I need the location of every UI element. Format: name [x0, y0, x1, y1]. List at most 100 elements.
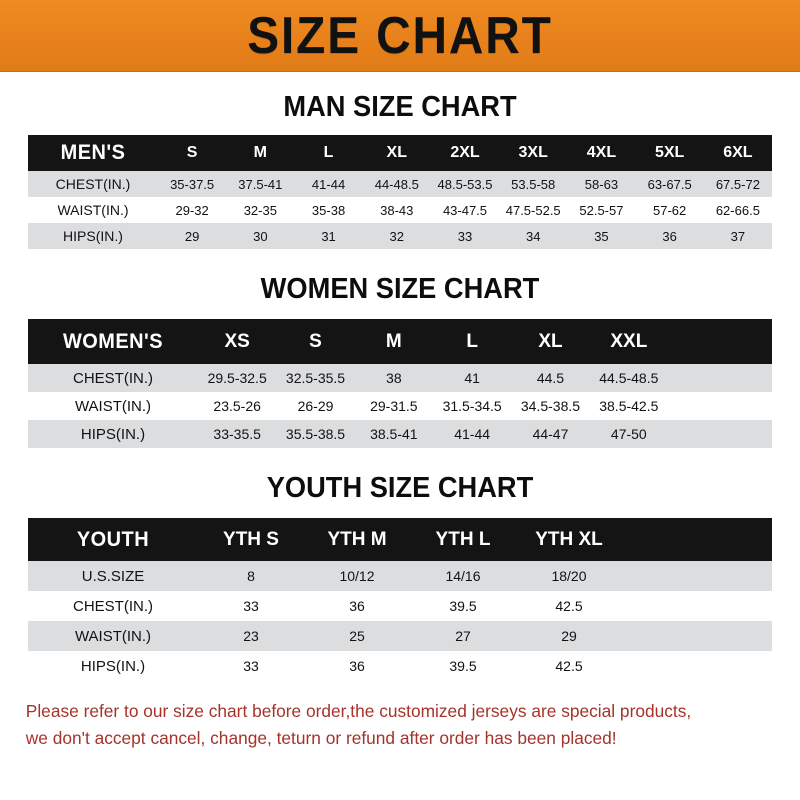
man-table-body: CHEST(IN.) 35-37.5 37.5-41 41-44 44-48.5… — [28, 171, 772, 249]
man-hips-l: 31 — [321, 228, 336, 244]
order-policy-notice: Please refer to our size chart before or… — [26, 698, 774, 751]
women-chest-l: 41 — [464, 370, 480, 386]
man-col-l: L — [323, 144, 334, 161]
women-header-label: WOMEN'S — [62, 329, 164, 353]
table-row: U.S.SIZE 8 10/12 14/16 18/20 — [28, 561, 772, 591]
women-waist-m: 29-31.5 — [370, 398, 418, 414]
man-hips-2xl: 33 — [457, 228, 473, 244]
women-col-s: S — [309, 330, 322, 352]
youth-row-label-ussize: U.S.SIZE — [81, 567, 145, 585]
man-col-4xl: 4XL — [586, 144, 617, 161]
youth-hips-s: 33 — [243, 658, 259, 674]
youth-size-table-wrapper: YOUTH YTH S YTH M YTH L YTH XL U.S.SIZE … — [28, 518, 772, 681]
women-chest-s: 32.5-35.5 — [285, 370, 346, 386]
women-hips-xxl: 47-50 — [610, 426, 647, 442]
man-chest-4xl: 58-63 — [584, 176, 619, 192]
man-section-title: MAN SIZE CHART — [283, 91, 517, 123]
man-table-header-row: MEN'S S M L XL 2XL 3XL 4XL 5XL 6XL — [28, 135, 772, 171]
women-table-head: WOMEN'S XS S M L XL XXL — [28, 319, 772, 364]
women-table-header-row: WOMEN'S XS S M L XL XXL — [28, 319, 772, 364]
youth-table-header-row: YOUTH YTH S YTH M YTH L YTH XL — [28, 518, 772, 561]
man-hips-4xl: 35 — [594, 228, 609, 244]
youth-waist-xl: 29 — [561, 628, 577, 644]
table-row: WAIST(IN.) 23 25 27 29 — [28, 621, 772, 651]
youth-row-label-chest: CHEST(IN.) — [73, 597, 153, 615]
youth-table-head: YOUTH YTH S YTH M YTH L YTH XL — [28, 518, 772, 561]
man-hips-6xl: 37 — [730, 228, 746, 244]
man-hips-s: 29 — [184, 228, 200, 244]
table-row: CHEST(IN.) 29.5-32.5 32.5-35.5 38 41 44.… — [28, 364, 772, 392]
youth-hips-m: 36 — [349, 658, 365, 674]
youth-hips-l: 39.5 — [449, 658, 477, 674]
man-hips-xl: 32 — [389, 228, 404, 244]
women-waist-spacer — [668, 392, 772, 420]
youth-header-label: YOUTH — [76, 527, 150, 551]
man-size-table-wrapper: MEN'S S M L XL 2XL 3XL 4XL 5XL 6XL CHEST… — [28, 135, 772, 249]
women-col-m: M — [385, 330, 402, 352]
man-col-6xl: 6XL — [723, 144, 753, 161]
youth-col-l: YTH L — [435, 528, 491, 550]
women-hips-xl: 44-47 — [532, 426, 569, 442]
man-col-5xl: 5XL — [654, 144, 685, 161]
women-waist-xs: 23.5-26 — [213, 398, 261, 414]
man-hips-m: 30 — [253, 228, 268, 244]
table-row: CHEST(IN.) 33 36 39.5 42.5 — [28, 591, 772, 621]
table-row: HIPS(IN.) 29 30 31 32 33 34 35 36 37 — [28, 223, 772, 249]
women-col-spacer — [668, 319, 772, 364]
man-waist-l: 35-38 — [311, 202, 346, 218]
man-chest-5xl: 63-67.5 — [647, 176, 692, 192]
man-row-label-waist: WAIST(IN.) — [57, 202, 129, 218]
youth-ussize-xl: 18/20 — [551, 568, 587, 584]
youth-table-body: U.S.SIZE 8 10/12 14/16 18/20 CHEST(IN.) … — [28, 561, 772, 681]
youth-row-label-waist: WAIST(IN.) — [74, 627, 152, 645]
table-row: WAIST(IN.) 23.5-26 26-29 29-31.5 31.5-34… — [28, 392, 772, 420]
man-hips-3xl: 34 — [525, 228, 541, 244]
women-waist-s: 26-29 — [297, 398, 334, 414]
women-waist-xxl: 38.5-42.5 — [599, 398, 659, 414]
youth-size-table: YOUTH YTH S YTH M YTH L YTH XL U.S.SIZE … — [28, 518, 772, 681]
man-row-label-hips: HIPS(IN.) — [63, 228, 123, 244]
man-waist-5xl: 57-62 — [653, 202, 687, 218]
youth-ussize-spacer — [622, 561, 772, 591]
man-chest-l: 41-44 — [311, 176, 346, 192]
youth-ussize-s: 8 — [247, 568, 255, 584]
youth-waist-s: 23 — [243, 628, 259, 644]
man-row-label-chest: CHEST(IN.) — [55, 176, 131, 192]
women-section-title: WOMEN SIZE CHART — [260, 273, 540, 305]
man-col-xl: XL — [386, 144, 407, 161]
table-row: CHEST(IN.) 35-37.5 37.5-41 41-44 44-48.5… — [28, 171, 772, 197]
man-waist-m: 32-35 — [243, 202, 277, 218]
man-waist-s: 29-32 — [175, 202, 209, 218]
women-table-body: CHEST(IN.) 29.5-32.5 32.5-35.5 38 41 44.… — [28, 364, 772, 448]
youth-chest-spacer — [622, 591, 772, 621]
man-header-label: MEN'S — [60, 141, 126, 164]
man-table-head: MEN'S S M L XL 2XL 3XL 4XL 5XL 6XL — [28, 135, 772, 171]
women-chest-m: 38 — [386, 370, 402, 386]
women-col-xs: XS — [224, 330, 250, 352]
youth-waist-spacer — [622, 621, 772, 651]
women-size-table-wrapper: WOMEN'S XS S M L XL XXL CHEST(IN.) 29.5-… — [28, 319, 772, 448]
man-waist-xl: 38-43 — [380, 202, 414, 218]
man-hips-5xl: 36 — [662, 228, 677, 244]
page-title: SIZE CHART — [247, 6, 553, 65]
man-waist-2xl: 43-47.5 — [442, 202, 488, 218]
table-row: HIPS(IN.) 33 36 39.5 42.5 — [28, 651, 772, 681]
man-col-2xl: 2XL — [450, 144, 480, 161]
youth-ussize-m: 10/12 — [339, 568, 375, 584]
women-row-label-waist: WAIST(IN.) — [74, 397, 152, 415]
man-col-m: M — [253, 144, 267, 161]
notice-line-1: Please refer to our size chart before or… — [25, 701, 692, 721]
women-waist-xl: 34.5-38.5 — [520, 398, 581, 414]
women-col-xxl: XXL — [610, 330, 648, 352]
youth-col-s: YTH S — [223, 528, 279, 550]
man-col-3xl: 3XL — [518, 144, 548, 161]
women-size-table: WOMEN'S XS S M L XL XXL CHEST(IN.) 29.5-… — [28, 319, 772, 448]
women-chest-xxl: 44.5-48.5 — [599, 370, 659, 386]
youth-col-spacer — [622, 518, 772, 561]
women-chest-xl: 44.5 — [536, 370, 565, 386]
man-size-table: MEN'S S M L XL 2XL 3XL 4XL 5XL 6XL CHEST… — [28, 135, 772, 249]
women-hips-l: 41-44 — [454, 426, 491, 442]
youth-chest-l: 39.5 — [449, 598, 477, 614]
page-banner: SIZE CHART — [0, 0, 800, 72]
table-row: HIPS(IN.) 33-35.5 35.5-38.5 38.5-41 41-4… — [28, 420, 772, 448]
